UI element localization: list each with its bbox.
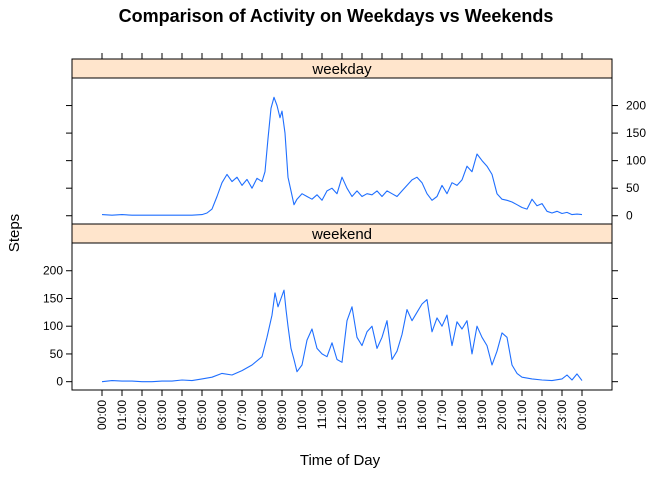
x-tick-label-18: 18:00 bbox=[455, 400, 469, 430]
strip-label-weekday: weekday bbox=[311, 61, 372, 78]
panel-weekday: weekday 0 50 100 150 200 bbox=[66, 58, 646, 225]
x-tick-label-23: 23:00 bbox=[555, 400, 569, 430]
x-tick-label-22: 22:00 bbox=[535, 400, 549, 430]
x-tick-label-0: 00:00 bbox=[95, 400, 109, 430]
y-tick-label-weekday-0: 0 bbox=[626, 209, 633, 223]
x-tick-label-15: 15:00 bbox=[395, 400, 409, 430]
panel-weekend: weekend 0 50 100 150 200 bbox=[43, 223, 618, 391]
x-tick-label-17: 17:00 bbox=[435, 400, 449, 430]
y-tick-label-weekend-200: 200 bbox=[43, 264, 63, 278]
x-tick-label-3: 03:00 bbox=[155, 400, 169, 430]
y-tick-label-weekday-200: 200 bbox=[626, 99, 646, 113]
x-tick-label-6: 06:00 bbox=[215, 400, 229, 430]
x-tick-label-16: 16:00 bbox=[415, 400, 429, 430]
x-tick-label-14: 14:00 bbox=[375, 400, 389, 430]
panel-border-weekend bbox=[71, 242, 613, 391]
y-tick-label-weekday-150: 150 bbox=[626, 126, 646, 140]
x-tick-label-2: 02:00 bbox=[135, 400, 149, 430]
y-tick-label-weekday-100: 100 bbox=[626, 154, 646, 168]
series-line-weekend bbox=[101, 289, 583, 383]
x-tick-label-10: 10:00 bbox=[295, 400, 309, 430]
panels: weekday 0 50 100 150 200 weekend 0 50 100 150 200 bbox=[43, 58, 646, 391]
y-axis-label: Steps bbox=[6, 214, 23, 252]
x-tick-label-21: 21:00 bbox=[515, 400, 529, 430]
x-tick-label-11: 11:00 bbox=[315, 400, 329, 429]
x-tick-label-4: 04:00 bbox=[175, 400, 189, 430]
x-tick-label-19: 19:00 bbox=[475, 400, 489, 430]
x-tick-label-20: 20:00 bbox=[495, 400, 509, 430]
x-tick-label-13: 13:00 bbox=[355, 400, 369, 430]
y-tick-label-weekend-0: 0 bbox=[56, 375, 63, 389]
x-tick-label-5: 05:00 bbox=[195, 400, 209, 430]
strip-label-weekend: weekend bbox=[311, 226, 372, 243]
x-tick-label-7: 07:00 bbox=[235, 400, 249, 430]
x-axis: 00:00 01:00 02:00 03:00 04:00 05:00 06:00 07:00… bbox=[95, 53, 589, 430]
x-tick-label-12: 12:00 bbox=[335, 400, 349, 430]
y-tick-label-weekend-100: 100 bbox=[43, 319, 63, 333]
y-tick-label-weekend-150: 150 bbox=[43, 291, 63, 305]
x-axis-label: Time of Day bbox=[300, 452, 381, 469]
x-tick-label-1: 01:00 bbox=[115, 400, 129, 430]
x-tick-label-9: 09:00 bbox=[275, 400, 289, 430]
x-tick-label-8: 08:00 bbox=[255, 400, 269, 430]
y-tick-label-weekend-50: 50 bbox=[50, 347, 64, 361]
chart-title: Comparison of Activity on Weekdays vs We… bbox=[119, 6, 554, 26]
series-line-weekday bbox=[101, 96, 583, 216]
x-tick-label-24: 00:00 bbox=[575, 400, 589, 430]
y-tick-label-weekday-50: 50 bbox=[626, 181, 640, 195]
